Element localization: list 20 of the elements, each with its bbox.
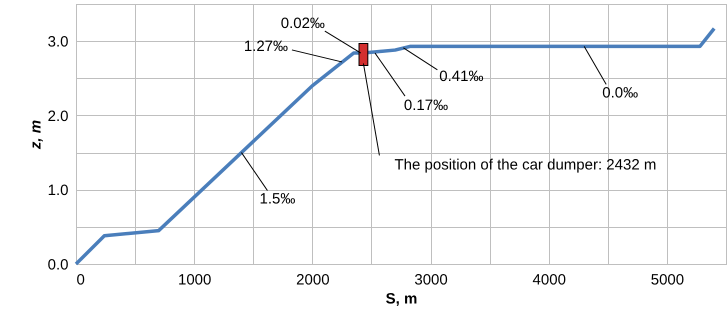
annotation: 0.17‰ xyxy=(404,97,448,114)
y-tick-label: 3.0 xyxy=(48,34,68,51)
annotation: 1.5‰ xyxy=(260,190,296,208)
annotation: 0.0‰ xyxy=(602,84,638,102)
line-series xyxy=(74,26,716,266)
x-tick-label: 1000 xyxy=(178,272,212,288)
annotation: The position of the car dumper: 2432 m xyxy=(394,156,656,174)
y-tick-label: 1.0 xyxy=(48,182,68,200)
y-tick-label: 0.0 xyxy=(48,256,68,274)
annotation: 1.27‰ xyxy=(244,38,288,55)
y-axis-title: z, m xyxy=(28,120,45,150)
x-tick-label: 5000 xyxy=(650,272,684,288)
x-tick-label: 4000 xyxy=(532,272,566,288)
annotation: 0.02‰ xyxy=(280,15,325,32)
annotation: 0.41‰ xyxy=(439,68,484,85)
y-tick-label: 2.0 xyxy=(48,108,68,125)
x-axis-title: S, m xyxy=(386,290,418,308)
x-tick-label: 0 xyxy=(76,272,85,288)
x-tick-label: 3000 xyxy=(414,272,448,288)
x-tick-label: 2000 xyxy=(296,272,330,288)
